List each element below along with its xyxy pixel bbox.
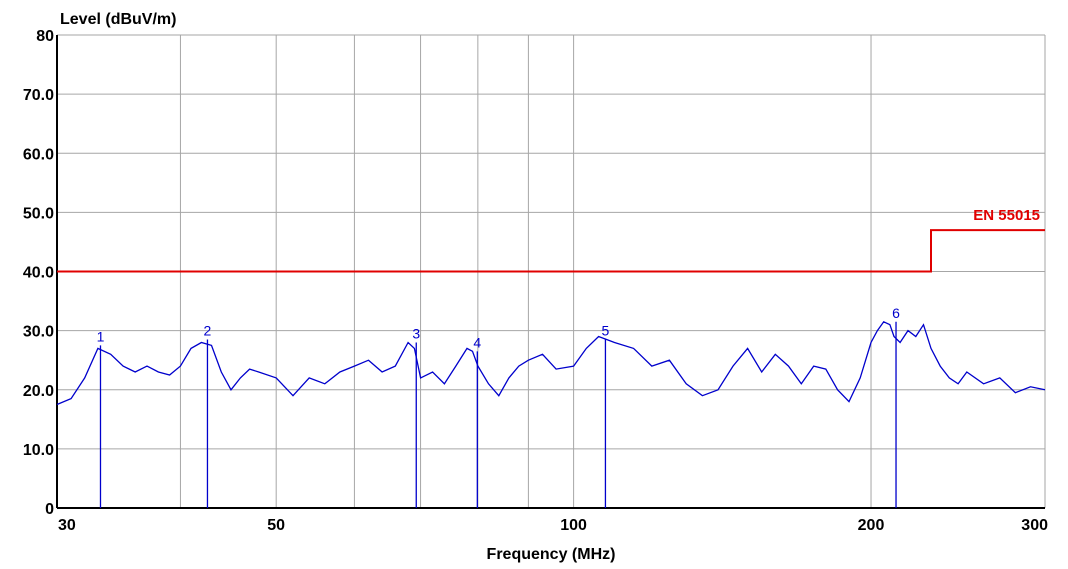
x-tick-label: 30 [58,517,76,534]
y-tick-label: 0 [45,501,54,518]
measurement-trace [56,320,1046,406]
peak-markers: 1 2 3 4 5 6 [97,305,900,508]
x-axis-title: Frequency (MHz) [487,546,616,563]
x-tick-label: 200 [858,517,885,534]
x-tick-label: 300 [1021,517,1048,534]
y-tick-labels: 0 10.0 20.0 30.0 40.0 50.0 60.0 70.0 80 [23,28,54,518]
y-axis-title: Level (dBuV/m) [60,11,176,28]
y-tick-label: 10.0 [23,442,54,459]
x-tick-labels: 30 50 100 200 300 [58,517,1048,534]
y-tick-label: 60.0 [23,146,54,163]
x-tick-label: 100 [560,517,587,534]
peak-label: 5 [602,322,610,338]
peak-label: 4 [473,334,481,350]
y-tick-label: 50.0 [23,205,54,222]
y-tick-label: 20.0 [23,383,54,400]
limit-label: EN 55015 [973,207,1040,224]
y-tick-label: 80 [36,28,54,45]
peak-label: 2 [204,322,212,338]
x-tick-label: 50 [267,517,285,534]
peak-label: 6 [892,305,900,321]
limit-line [57,229,1045,273]
peak-label: 1 [97,328,105,344]
peak-label: 3 [412,325,420,341]
y-tick-label: 40.0 [23,265,54,282]
y-tick-label: 30.0 [23,324,54,341]
y-tick-label: 70.0 [23,87,54,104]
